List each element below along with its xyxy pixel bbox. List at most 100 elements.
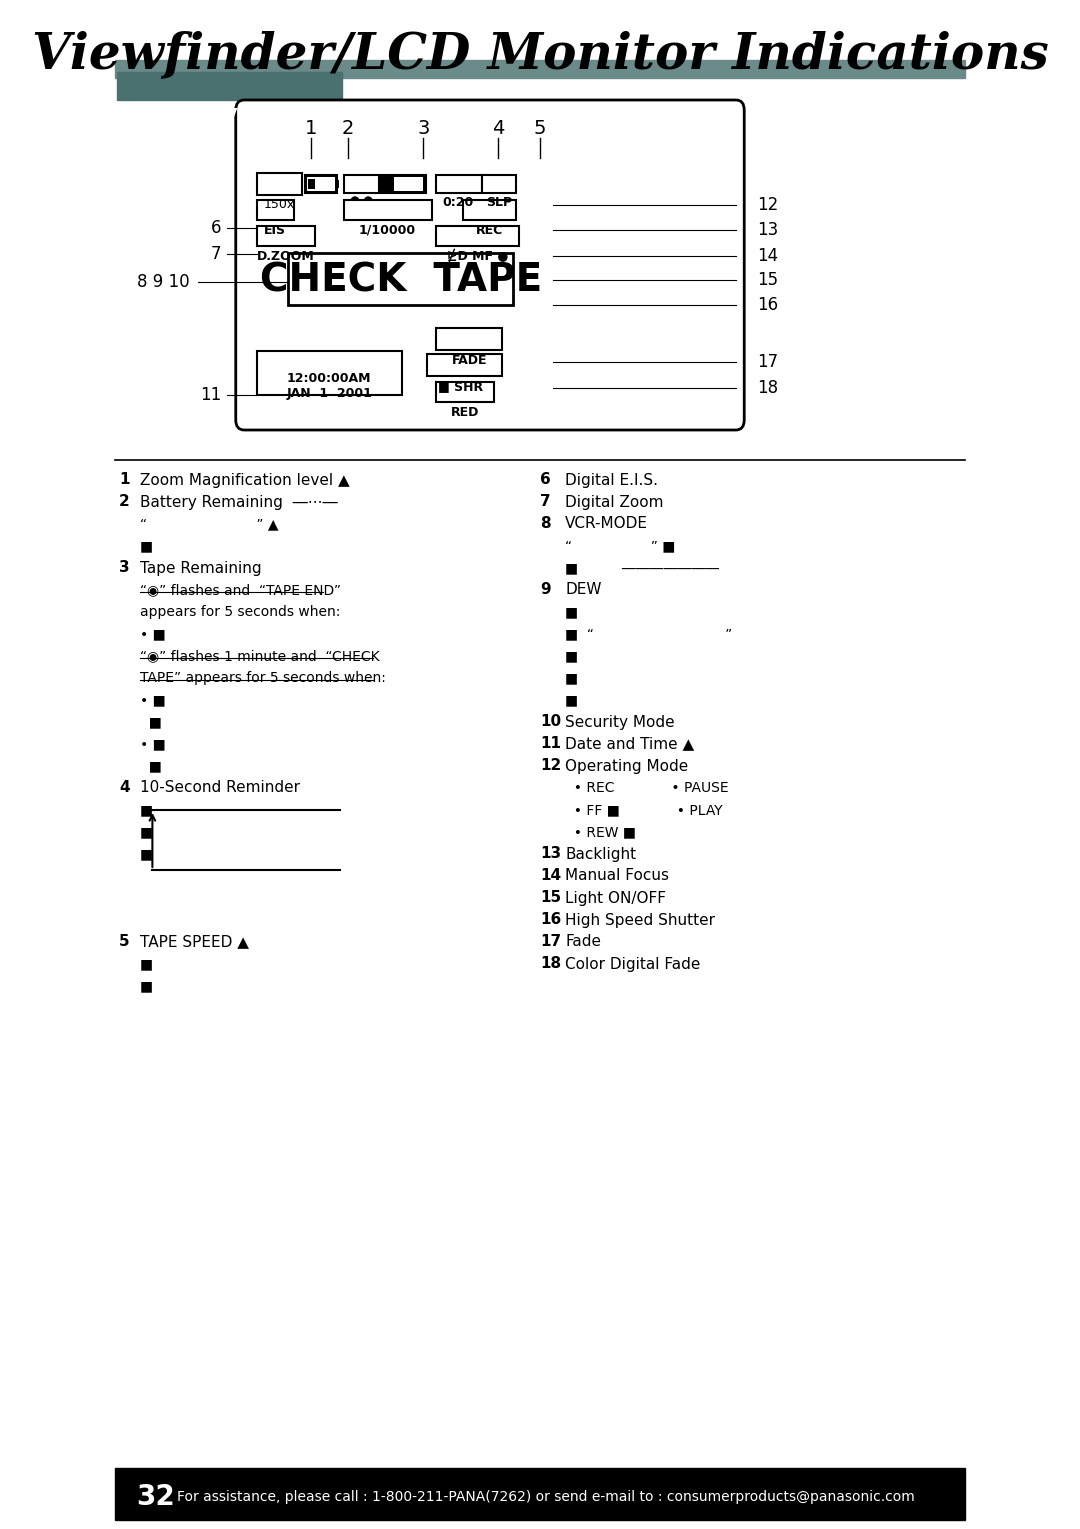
- Text: 8: 8: [540, 517, 551, 532]
- Text: 32: 32: [136, 1483, 175, 1511]
- Text: 11: 11: [540, 737, 561, 751]
- Text: Manual Focus: Manual Focus: [565, 868, 669, 884]
- FancyBboxPatch shape: [235, 99, 744, 430]
- Bar: [257, 173, 302, 196]
- Text: 1/10000: 1/10000: [359, 223, 416, 237]
- Text: ■: ■: [140, 716, 162, 729]
- Bar: [257, 226, 315, 246]
- Text: REC: REC: [475, 223, 503, 237]
- Bar: [305, 174, 337, 193]
- Bar: [257, 352, 403, 394]
- Text: • ■: • ■: [140, 693, 165, 706]
- Text: ■: ■: [140, 826, 153, 839]
- Text: 15: 15: [540, 890, 562, 905]
- Text: EIS: EIS: [264, 223, 286, 237]
- Text: “◉” flashes and  “TAPE END”: “◉” flashes and “TAPE END”: [140, 583, 341, 596]
- Text: RED: RED: [450, 407, 480, 419]
- Text: ■: ■: [565, 605, 578, 619]
- Text: 14: 14: [540, 868, 562, 884]
- Text: 16: 16: [757, 297, 778, 313]
- Text: ⋭D MF ●: ⋭D MF ●: [447, 249, 508, 263]
- Text: SLP: SLP: [486, 197, 512, 209]
- Text: • REC             • PAUSE: • REC • PAUSE: [565, 781, 729, 795]
- Text: ■: ■: [140, 803, 153, 816]
- Text: 5: 5: [534, 119, 546, 138]
- Bar: [114, 60, 966, 78]
- Text: 11: 11: [200, 385, 221, 404]
- Text: Viewfinder/LCD Monitor Indications: Viewfinder/LCD Monitor Indications: [31, 31, 1049, 80]
- Bar: [436, 329, 502, 350]
- Text: ■: ■: [140, 847, 153, 861]
- Text: Date and Time ▲: Date and Time ▲: [565, 737, 694, 751]
- Text: VCR-MODE: VCR-MODE: [565, 517, 648, 532]
- Bar: [288, 252, 513, 304]
- Bar: [436, 174, 482, 193]
- Bar: [436, 226, 519, 246]
- Text: “◉” flashes 1 minute and  “CHECK: “◉” flashes 1 minute and “CHECK: [140, 648, 379, 664]
- Text: • ■: • ■: [140, 737, 165, 751]
- Text: TAPE SPEED ▲: TAPE SPEED ▲: [140, 934, 248, 950]
- Circle shape: [364, 197, 373, 206]
- Text: ■: ■: [140, 957, 153, 971]
- Text: Battery Remaining  ―⋅⋅⋅―: Battery Remaining ―⋅⋅⋅―: [140, 494, 338, 509]
- Text: ■: ■: [565, 671, 578, 685]
- Bar: [345, 174, 379, 193]
- Text: 9: 9: [540, 583, 551, 598]
- Text: 2: 2: [342, 119, 354, 138]
- Text: Zoom Magnification level ▲: Zoom Magnification level ▲: [140, 472, 350, 488]
- Text: 13: 13: [757, 222, 778, 239]
- Text: 3: 3: [119, 561, 130, 575]
- Bar: [436, 382, 495, 402]
- Text: Fade: Fade: [565, 934, 600, 950]
- Bar: [257, 200, 294, 220]
- Bar: [307, 177, 335, 191]
- Text: appears for 5 seconds when:: appears for 5 seconds when:: [140, 605, 340, 619]
- Text: ■: ■: [140, 540, 153, 553]
- Text: 17: 17: [540, 934, 562, 950]
- Text: Color Digital Fade: Color Digital Fade: [565, 957, 701, 971]
- Text: 16: 16: [540, 913, 562, 928]
- Bar: [308, 179, 315, 190]
- Text: TAPE” appears for 5 seconds when:: TAPE” appears for 5 seconds when:: [140, 671, 386, 685]
- Text: Operating Mode: Operating Mode: [565, 758, 688, 774]
- Text: “                  ” ■: “ ” ■: [565, 540, 675, 553]
- Text: • FF ■             • PLAY: • FF ■ • PLAY: [565, 803, 723, 816]
- Text: 17: 17: [757, 353, 778, 372]
- Bar: [394, 177, 423, 191]
- Text: 10-Second Reminder: 10-Second Reminder: [140, 780, 300, 795]
- Text: ■: ■: [565, 693, 578, 706]
- Text: CHECK  TAPE: CHECK TAPE: [259, 261, 542, 300]
- Text: 4: 4: [492, 119, 504, 138]
- Text: 12: 12: [540, 758, 562, 774]
- Text: ■: ■: [140, 979, 153, 992]
- Text: 7: 7: [211, 245, 221, 263]
- Bar: [114, 1468, 966, 1520]
- Text: 4: 4: [119, 780, 130, 795]
- Bar: [483, 174, 516, 193]
- Text: Light ON/OFF: Light ON/OFF: [565, 890, 666, 905]
- Text: 1: 1: [119, 472, 130, 488]
- Text: “                         ” ▲: “ ” ▲: [140, 517, 279, 531]
- Text: 12: 12: [757, 196, 778, 214]
- Text: ■: ■: [565, 648, 578, 664]
- Bar: [380, 174, 426, 193]
- Text: Tape Remaining: Tape Remaining: [140, 561, 261, 575]
- Text: For assistance, please call : 1-800-211-PANA(7262) or send e-mail to : consumerp: For assistance, please call : 1-800-211-…: [177, 1489, 915, 1505]
- Text: 150x: 150x: [264, 199, 295, 211]
- Text: FADE: FADE: [451, 355, 487, 367]
- Text: 0:20: 0:20: [443, 197, 474, 209]
- Text: ■: ■: [140, 758, 162, 774]
- Text: 7: 7: [540, 494, 551, 509]
- Text: ■          ―――――――: ■ ―――――――: [565, 561, 719, 575]
- Text: 2: 2: [119, 494, 130, 509]
- Text: High Speed Shutter: High Speed Shutter: [565, 913, 715, 928]
- Text: 10: 10: [540, 714, 562, 729]
- Text: 18: 18: [757, 379, 778, 398]
- Bar: [345, 200, 432, 220]
- Bar: [428, 355, 502, 376]
- Text: 15: 15: [757, 271, 778, 289]
- Bar: [463, 200, 516, 220]
- Text: D.ZOOM: D.ZOOM: [257, 249, 314, 263]
- Bar: [117, 72, 341, 99]
- Text: Security Mode: Security Mode: [565, 714, 675, 729]
